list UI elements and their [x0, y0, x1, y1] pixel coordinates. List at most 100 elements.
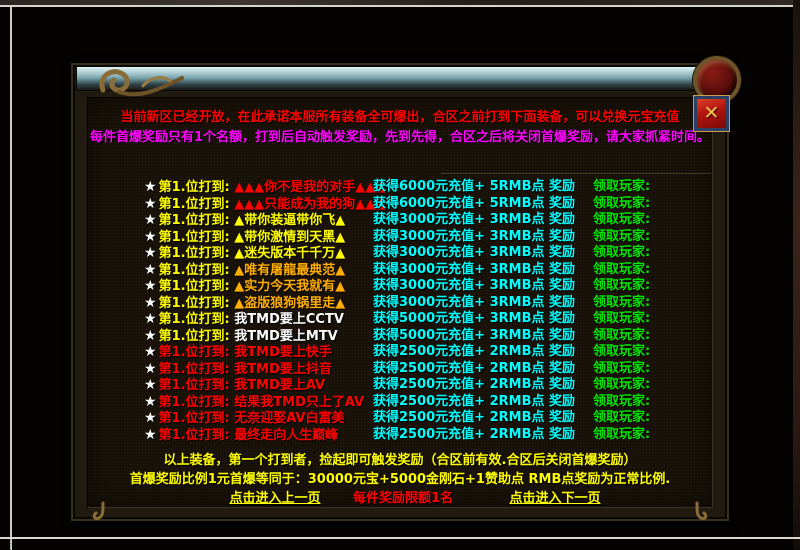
window-border-bottom-highlight — [0, 537, 800, 539]
dialog-titlebar — [76, 66, 724, 91]
row-prefix: 第1.位打到: — [158, 378, 235, 393]
footer-rule-line-1: 以上装备，第一个打到者，捡起即可触发奖励（合区前有效.合区后关闭首爆奖励） — [163, 453, 637, 468]
item-name: 我TMD要上抖音 — [234, 361, 332, 377]
item-name: ▲带你激情到天黑▲ — [234, 229, 346, 245]
reward-row: ★ 第1.位打到: 最终走向人生巅峰 获得2500元充值+ 2RMB点 奖励 领取… — [87, 427, 713, 444]
row-prefix: 第1.位打到: — [158, 361, 235, 377]
reward-text: 获得3000元充值+ 3RMB点 奖励 — [373, 245, 576, 260]
star-icon: ★ — [144, 426, 157, 443]
item-name: 我TMD要上MTV — [234, 328, 338, 344]
row-prefix: 第1.位打到: — [158, 196, 235, 212]
reward-text: 获得2500元充值+ 2RMB点 奖励 — [373, 426, 576, 442]
scroll-ornament-icon — [89, 63, 185, 107]
claim-label: 领取玩家: — [593, 228, 651, 244]
window-border-bottom — [0, 539, 800, 550]
reward-text: 获得6000元充值+ 5RMB点 奖励 — [373, 195, 576, 211]
claim-label: 领取玩家: — [593, 261, 651, 277]
reward-row: ★ 第1.位打到: ▲▲▲你不是我的对手▲▲▲ 获得6000元充值+ 5RMB点 … — [87, 179, 713, 196]
star-icon: ★ — [144, 294, 157, 311]
announcement-line-1: 当前新区已经开放，在此承诺本服所有装备全可爆出，合区之前打到下面装备，可以兑换元… — [120, 110, 680, 125]
reward-row: ★ 第1.位打到: 结果我TMD只上了AV 获得2500元充值+ 2RMB点 奖励… — [87, 394, 713, 411]
reward-row: ★ 第1.位打到: ▲盗版狼狗锅里走▲ 获得3000元充值+ 3RMB点 奖励 领… — [87, 295, 713, 312]
reward-text: 获得3000元充值+ 3RMB点 奖励 — [373, 294, 576, 310]
star-icon: ★ — [144, 311, 157, 327]
claim-label: 领取玩家: — [593, 410, 651, 425]
item-name: 最终走向人生巅峰 — [234, 427, 339, 443]
window-border-top-highlight — [0, 5, 800, 7]
reward-text: 获得2500元充值+ 2RMB点 奖励 — [373, 360, 576, 376]
corner-hook-icon — [91, 501, 109, 527]
item-name: 我TMD要上AV — [234, 378, 326, 393]
footer-rule-line-2: 首爆奖励比例1元首爆等同于：30000元宝+5000金刚石+1赞助点 RMB点奖… — [129, 472, 671, 487]
claim-label: 领取玩家: — [593, 311, 651, 326]
claim-label: 领取玩家: — [593, 393, 651, 409]
row-prefix: 第1.位打到: — [158, 394, 235, 410]
claim-label: 领取玩家: — [593, 426, 651, 442]
reward-row: ★ 第1.位打到: 我TMD要上CCTV 获得5000元充值+ 3RMB点 奖励 … — [87, 311, 713, 328]
pagination-bar: 点击进入上一页 每件奖励限额1名 点击进入下一页 — [87, 487, 713, 506]
item-name: 无奈迎娶AV白富美 — [234, 411, 345, 426]
claim-label: 领取玩家: — [593, 212, 651, 227]
item-name: ▲▲▲只能成为我的狗▲▲▲ — [234, 196, 386, 212]
claim-label: 领取玩家: — [593, 344, 651, 359]
row-prefix: 第1.位打到: — [158, 229, 235, 245]
reward-text: 获得2500元充值+ 2RMB点 奖励 — [373, 344, 576, 359]
star-icon: ★ — [144, 360, 157, 377]
reward-text: 获得2500元充值+ 2RMB点 奖励 — [373, 410, 576, 425]
star-icon: ★ — [144, 410, 157, 426]
star-icon: ★ — [144, 195, 157, 212]
row-prefix: 第1.位打到: — [158, 262, 235, 278]
item-name: ▲▲▲你不是我的对手▲▲▲ — [234, 180, 386, 195]
reward-row: ★ 第1.位打到: 我TMD要上AV 获得2500元充值+ 2RMB点 奖励 领取… — [87, 377, 713, 394]
reward-row: ★ 第1.位打到: 我TMD要上快手 获得2500元充值+ 2RMB点 奖励 领取… — [87, 344, 713, 361]
star-icon: ★ — [144, 245, 157, 261]
item-name: 我TMD要上快手 — [234, 345, 332, 360]
row-prefix: 第1.位打到: — [158, 328, 235, 344]
row-prefix: 第1.位打到: — [158, 427, 235, 443]
prev-page-link[interactable]: 点击进入上一页 — [229, 491, 321, 506]
claim-label: 领取玩家: — [593, 278, 651, 293]
reward-text: 获得3000元充值+ 3RMB点 奖励 — [373, 228, 576, 244]
reward-list: ★ 第1.位打到: ▲▲▲你不是我的对手▲▲▲ 获得6000元充值+ 5RMB点 … — [87, 179, 713, 443]
reward-text: 获得6000元充值+ 5RMB点 奖励 — [373, 179, 576, 194]
close-button[interactable]: ✕ — [693, 95, 730, 132]
star-icon: ★ — [144, 327, 157, 344]
window-border-top — [0, 0, 800, 5]
dialog-content-panel: 当前新区已经开放，在此承诺本服所有装备全可爆出，合区之前打到下面装备，可以兑换元… — [87, 97, 713, 508]
reward-text: 获得3000元充值+ 3RMB点 奖励 — [373, 278, 576, 293]
star-icon: ★ — [144, 228, 157, 245]
row-prefix: 第1.位打到: — [158, 295, 235, 311]
reward-text: 获得2500元充值+ 2RMB点 奖励 — [373, 393, 576, 409]
reward-row: ★ 第1.位打到: ▲带你激情到天黑▲ 获得3000元充值+ 3RMB点 奖励 领… — [87, 229, 713, 246]
item-name: ▲带你装逼带你飞▲ — [234, 213, 346, 228]
row-prefix: 第1.位打到: — [158, 411, 235, 426]
row-prefix: 第1.位打到: — [158, 279, 235, 294]
star-icon: ★ — [144, 278, 157, 294]
reward-row: ★ 第1.位打到: ▲实力今天我就有▲ 获得3000元充值+ 3RMB点 奖励 领… — [87, 278, 713, 295]
announcement-line-2: 每件首爆奖励只有1个名额，打到后自动触发奖励，先到先得，合区之后将关闭首爆奖励，… — [89, 130, 711, 145]
window-border-left — [0, 0, 12, 550]
next-page-link[interactable]: 点击进入下一页 — [509, 491, 601, 506]
row-prefix: 第1.位打到: — [158, 213, 235, 228]
star-icon: ★ — [144, 212, 157, 228]
item-name: ▲盗版狼狗锅里走▲ — [234, 295, 346, 311]
window-border-right — [793, 0, 800, 550]
reward-text: 获得5000元充值+ 3RMB点 奖励 — [373, 327, 576, 343]
separator-line — [441, 173, 711, 174]
reward-text: 获得3000元充值+ 3RMB点 奖励 — [373, 212, 576, 227]
row-prefix: 第1.位打到: — [158, 180, 235, 195]
reward-text: 获得3000元充值+ 3RMB点 奖励 — [373, 261, 576, 277]
reward-row: ★ 第1.位打到: ▲带你装逼带你飞▲ 获得3000元充值+ 3RMB点 奖励 领… — [87, 212, 713, 229]
item-name: ▲迷失版本千千万▲ — [234, 246, 346, 261]
claim-label: 领取玩家: — [593, 294, 651, 310]
star-icon: ★ — [144, 261, 157, 278]
reward-row: ★ 第1.位打到: ▲▲▲只能成为我的狗▲▲▲ 获得6000元充值+ 5RMB点 … — [87, 196, 713, 213]
claim-label: 领取玩家: — [593, 360, 651, 376]
claim-label: 领取玩家: — [593, 377, 651, 392]
item-name: 结果我TMD只上了AV — [234, 394, 365, 410]
row-prefix: 第1.位打到: — [158, 345, 235, 360]
reward-row: ★ 第1.位打到: 无奈迎娶AV白富美 获得2500元充值+ 2RMB点 奖励 领… — [87, 410, 713, 427]
claim-label: 领取玩家: — [593, 327, 651, 343]
reward-row: ★ 第1.位打到: 我TMD要上抖音 获得2500元充值+ 2RMB点 奖励 领取… — [87, 361, 713, 378]
